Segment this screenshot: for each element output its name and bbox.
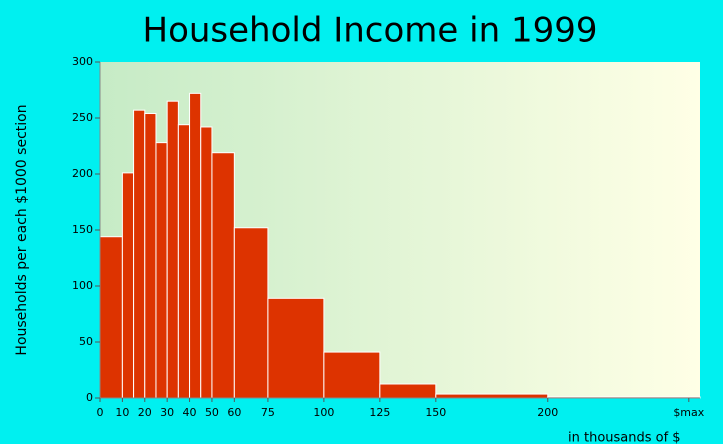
- x-tick-label: 10: [115, 406, 129, 419]
- chart-title: Household Income in 1999: [143, 11, 598, 51]
- y-axis-label: Households per each $1000 section: [14, 104, 30, 355]
- y-tick-label: 150: [72, 223, 93, 236]
- x-tick-label: $max: [673, 406, 704, 419]
- bar: [200, 126, 213, 399]
- bar: [177, 124, 191, 399]
- bar: [121, 172, 135, 399]
- bar: [133, 109, 146, 399]
- y-tick-label: 50: [79, 335, 93, 348]
- x-tick-label: 200: [537, 406, 558, 419]
- x-tick-label: 100: [313, 406, 334, 419]
- y-tick-label: 250: [72, 111, 93, 124]
- bar: [99, 236, 123, 399]
- x-tick-label: 0: [97, 406, 104, 419]
- bar: [166, 100, 179, 399]
- bar: [211, 152, 235, 399]
- x-tick-label: 75: [261, 406, 275, 419]
- bar: [267, 297, 325, 399]
- y-tick-label: 200: [72, 167, 93, 180]
- y-tick-label: 0: [86, 391, 93, 404]
- x-tick-label: 60: [227, 406, 241, 419]
- bar: [233, 227, 269, 399]
- x-tick-label: 30: [160, 406, 174, 419]
- bar: [323, 351, 381, 399]
- x-tick-label: 125: [369, 406, 390, 419]
- x-tick-label: 20: [138, 406, 152, 419]
- y-tick-label: 100: [72, 279, 93, 292]
- y-tick-label: 300: [72, 55, 93, 68]
- x-tick-label: 150: [425, 406, 446, 419]
- x-tick-label: 40: [183, 406, 197, 419]
- bar: [379, 383, 437, 399]
- bar: [189, 92, 202, 399]
- x-axis-label: in thousands of $: [568, 431, 681, 444]
- bar: [155, 142, 168, 399]
- bar: [435, 393, 549, 399]
- bar: [144, 113, 157, 399]
- x-tick-label: 50: [205, 406, 219, 419]
